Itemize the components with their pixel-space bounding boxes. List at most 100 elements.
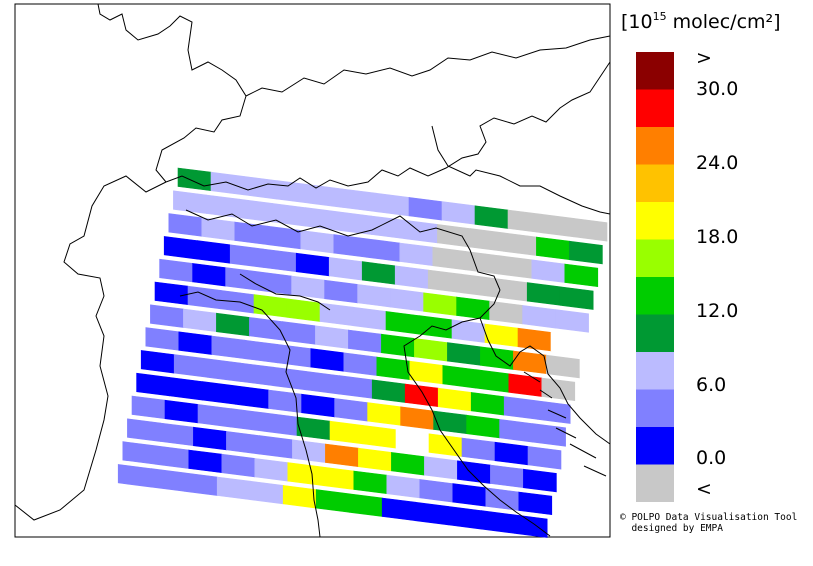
swath-pixel [295, 252, 330, 277]
swath-pixel [282, 321, 316, 345]
swath-pixel [263, 412, 298, 436]
swath-pixel [480, 510, 515, 534]
swath-pixel [315, 325, 349, 349]
swath-pixel [457, 460, 491, 484]
swath-pixel [358, 447, 392, 472]
swath-pixel [437, 387, 472, 412]
swath-pixel [244, 339, 279, 364]
swath-pixel [287, 462, 322, 486]
swath-pixel [342, 188, 377, 213]
swath-pixel [206, 194, 240, 219]
legend-label-over: > [696, 47, 712, 69]
legend-swatch [636, 389, 674, 427]
swath-pixel [201, 217, 236, 241]
swath-pixel [490, 464, 524, 489]
swath-pixel [532, 423, 566, 447]
swath-pixel [169, 377, 203, 401]
border-swiss-austria [165, 61, 611, 191]
swath-pixel [498, 255, 533, 279]
swath-pixel [461, 437, 496, 462]
swath-pixel [541, 377, 576, 402]
swath-pixel [485, 487, 520, 511]
legend-label-0: 0.0 [696, 447, 727, 469]
swath-pixel [154, 281, 189, 306]
swath-pixel [394, 265, 429, 289]
swath-pixel [253, 294, 288, 318]
swath-pixel [131, 395, 166, 420]
swath-pixel [202, 381, 236, 405]
swath-pixel [315, 489, 350, 513]
swath-pixel [550, 332, 585, 356]
swath-pixel [555, 309, 589, 333]
swath-pixel [163, 236, 198, 260]
swath-pixel [310, 348, 345, 372]
swath-pixel [276, 180, 311, 204]
swath-pixel [427, 269, 462, 294]
swath-pixel [262, 248, 297, 273]
legend-label-under: < [696, 478, 712, 500]
swath-pixel [338, 375, 373, 399]
swath-pixel [441, 201, 476, 225]
legend-swatch [636, 314, 674, 352]
swath-pixel [187, 285, 222, 310]
swath-pixel [122, 441, 157, 465]
swath-pixel [343, 352, 378, 376]
swath-pixel [272, 366, 307, 391]
swath-pixel [381, 333, 415, 358]
swath-pixel [192, 263, 226, 287]
swath-pixel [466, 414, 500, 439]
border-north [97, 3, 247, 183]
legend-swatch [636, 427, 674, 465]
swath-pixel [376, 356, 411, 381]
swath-pixel [517, 327, 552, 352]
swath-pixel [254, 458, 289, 482]
swath-pixel [493, 278, 528, 302]
swath-pixel [475, 369, 510, 393]
swath-pixel [183, 308, 217, 333]
legend-label-12: 12.0 [696, 300, 739, 322]
swath-pixel [150, 468, 185, 492]
border-italy-north [185, 209, 501, 291]
swath-pixel [226, 431, 260, 455]
swath-pixel [499, 419, 533, 443]
swath-pixel [243, 176, 278, 200]
swath-pixel [193, 426, 227, 451]
swath-pixel [334, 398, 368, 422]
swath-pixel [352, 306, 387, 331]
swath-pixel [159, 258, 193, 283]
swath-pixel [155, 445, 190, 469]
swath-pixel [465, 251, 500, 275]
swath-pixel [305, 371, 340, 395]
border-east [431, 125, 611, 215]
swath-pixel [489, 300, 523, 325]
swath-pixel [300, 230, 335, 254]
swath-pixel [309, 184, 344, 208]
swath-pixel [230, 408, 265, 432]
swath-pixel [400, 406, 434, 430]
legend-swatch [636, 52, 674, 90]
coastline-istria [479, 317, 611, 445]
swath-pixel [494, 441, 529, 466]
swath-pixel [325, 443, 359, 468]
swath-pixel [375, 192, 410, 217]
legend-swatch [636, 164, 674, 202]
swath-pixel [160, 422, 194, 447]
swath-pixel [381, 497, 416, 522]
swath-pixel [546, 354, 580, 379]
swath-pixel [292, 439, 326, 463]
swath-pixel [183, 472, 218, 496]
swath-pixel [531, 259, 566, 283]
swath-pixel [286, 298, 321, 322]
swath-pixel [239, 198, 273, 223]
swath-pixel [503, 396, 538, 420]
swath-pixel [503, 232, 537, 256]
swath-pixel [526, 282, 561, 306]
swath-pixel [404, 383, 439, 408]
swath-pixel [419, 479, 454, 503]
swath-pixel [470, 228, 504, 252]
swath-pixel [188, 449, 223, 474]
swath-pixel [216, 476, 251, 501]
credit-text: © POLPO Data Visualisation Tool designed… [620, 512, 797, 534]
border-alps-top [245, 35, 611, 97]
swath-pixel [432, 246, 467, 271]
